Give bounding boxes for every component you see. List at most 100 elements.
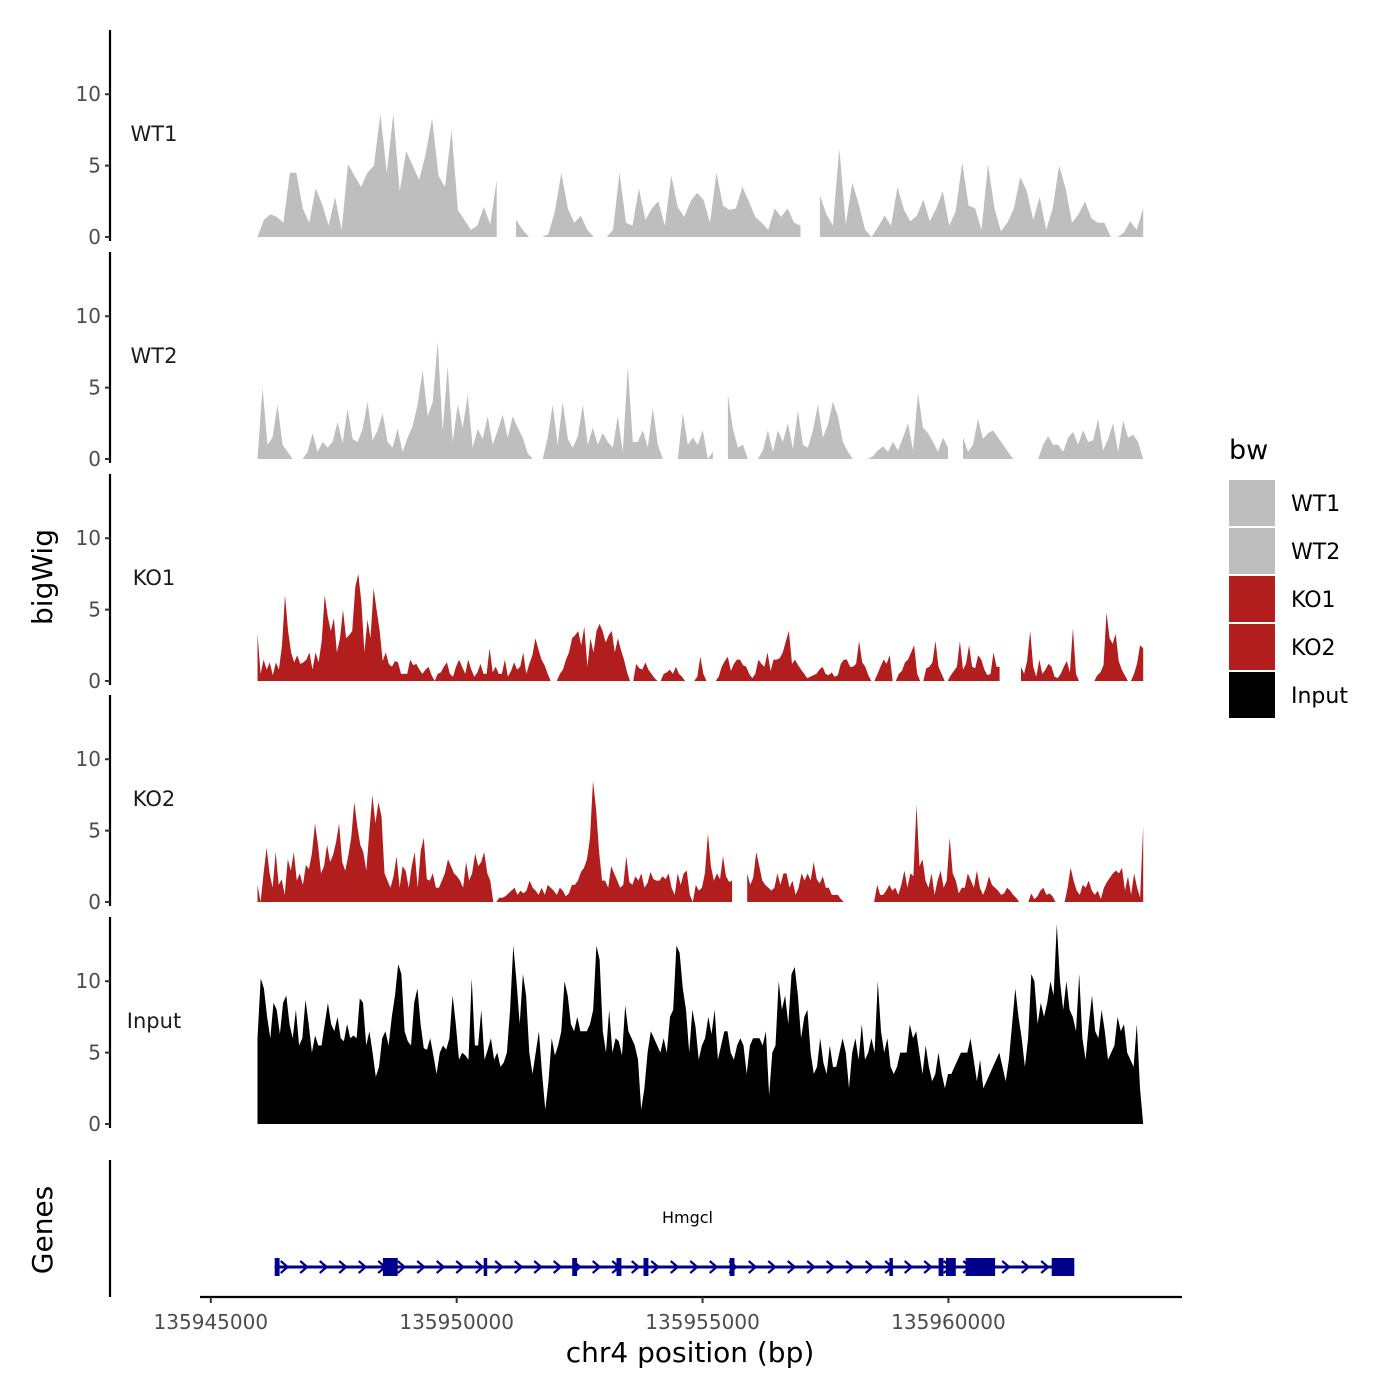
strand-arrow xyxy=(318,1260,329,1274)
legend-label-input: Input xyxy=(1291,684,1348,709)
track-ko2: 0 5 10 KO2 xyxy=(76,695,1144,914)
exon-block xyxy=(1051,1258,1075,1276)
y-tick-label: 0 xyxy=(88,669,101,693)
y-tick-label: 5 xyxy=(88,819,101,843)
strand-arrow xyxy=(747,1260,758,1274)
strand-arrow xyxy=(1040,1260,1050,1274)
strand-arrow xyxy=(786,1260,797,1274)
legend-swatch-wt1 xyxy=(1229,480,1275,526)
strand-arrow xyxy=(435,1260,446,1274)
track-ko1: 0 5 10 KO1 xyxy=(76,474,1144,693)
strand-arrow xyxy=(923,1260,933,1274)
legend-swatch-ko1 xyxy=(1229,576,1275,622)
strand-arrow xyxy=(864,1260,875,1274)
strand-arrow xyxy=(552,1260,563,1274)
y-tick-label: 0 xyxy=(88,890,101,914)
x-axis: 135945000 135950000 135955000 135960000 xyxy=(154,1295,1182,1334)
legend: bw WT1 WT2 KO1 KO2 Input xyxy=(1229,435,1348,718)
coverage-area-input xyxy=(257,924,1144,1124)
legend-title: bw xyxy=(1229,435,1268,466)
strand-arrow xyxy=(630,1260,641,1274)
y-tick-label: 10 xyxy=(76,304,101,328)
coverage-area-ko1 xyxy=(257,573,1000,681)
exon-block xyxy=(572,1258,578,1276)
strand-arrow xyxy=(767,1260,777,1274)
coverage-area-ko1 xyxy=(1021,612,1144,681)
strand-arrow xyxy=(474,1260,485,1274)
y-tick-label: 5 xyxy=(88,598,101,622)
strand-arrow xyxy=(650,1260,660,1274)
x-tick-label: 135950000 xyxy=(399,1310,514,1334)
y-axis-title: bigWig xyxy=(26,529,59,625)
strand-arrow xyxy=(708,1260,719,1274)
legend-label-wt1: WT1 xyxy=(1291,492,1340,517)
x-tick-label: 135955000 xyxy=(645,1310,760,1334)
track-label-wt1: WT1 xyxy=(131,122,178,146)
strand-arrow xyxy=(513,1260,524,1274)
strand-arrow xyxy=(494,1260,504,1274)
genes-panel: Hmgcl xyxy=(108,1160,1075,1297)
y-tick-label: 10 xyxy=(76,526,101,550)
y-tick-label: 0 xyxy=(88,447,101,471)
track-input: 0 5 10 Input xyxy=(76,917,1144,1136)
strand-arrow xyxy=(455,1260,465,1274)
strand-arrow xyxy=(416,1260,426,1274)
track-panels: 0 5 10 WT1 0 5 10 WT2 0 5 10 KO1 0 5 10 KO2 0 5 10 Input xyxy=(76,30,1144,1136)
y-tick-label: 5 xyxy=(88,1041,101,1065)
legend-label-ko2: KO2 xyxy=(1291,636,1336,661)
y-tick-label: 10 xyxy=(76,969,101,993)
track-label-wt2: WT2 xyxy=(131,344,178,368)
exon-block xyxy=(483,1258,488,1276)
strand-arrow xyxy=(825,1260,836,1274)
strand-arrow xyxy=(845,1260,855,1274)
gene-name-label: Hmgcl xyxy=(662,1208,713,1227)
genes-axis-title: Genes xyxy=(26,1186,59,1274)
x-axis-title: chr4 position (bp) xyxy=(566,1336,815,1369)
coverage-area-wt2 xyxy=(257,341,713,459)
strand-arrow xyxy=(806,1260,816,1274)
strand-arrow xyxy=(338,1260,348,1274)
strand-arrow xyxy=(669,1260,680,1274)
strand-arrow xyxy=(903,1260,914,1274)
coverage-area-wt1 xyxy=(819,148,1144,237)
exon-block xyxy=(729,1258,735,1276)
strand-arrow xyxy=(591,1260,602,1274)
legend-swatch-wt2 xyxy=(1229,528,1275,574)
strand-arrow xyxy=(279,1260,290,1274)
legend-swatch-ko2 xyxy=(1229,624,1275,670)
y-tick-label: 0 xyxy=(88,225,101,249)
track-label-ko2: KO2 xyxy=(133,787,176,811)
legend-swatch-input xyxy=(1229,672,1275,718)
exon-block xyxy=(938,1258,944,1276)
coverage-area-wt1 xyxy=(257,114,497,237)
coverage-area-wt2 xyxy=(727,393,948,459)
coverage-area-wt2 xyxy=(963,419,1144,459)
exon-block xyxy=(643,1258,649,1276)
strand-arrow xyxy=(689,1260,699,1274)
track-wt1: 0 5 10 WT1 xyxy=(76,30,1144,249)
coverage-area-ko2 xyxy=(257,780,733,902)
y-tick-label: 10 xyxy=(76,82,101,106)
exon-block xyxy=(616,1258,622,1276)
exon-block xyxy=(274,1258,280,1276)
y-tick-label: 5 xyxy=(88,376,101,400)
legend-label-ko1: KO1 xyxy=(1291,588,1336,613)
coverage-area-wt1 xyxy=(516,172,801,237)
y-tick-label: 10 xyxy=(76,747,101,771)
coverage-area-ko2 xyxy=(747,804,1144,902)
strand-arrow xyxy=(1001,1260,1011,1274)
y-tick-label: 5 xyxy=(88,154,101,178)
exon-block xyxy=(965,1258,996,1276)
strand-arrow xyxy=(533,1260,543,1274)
x-tick-label: 135945000 xyxy=(154,1310,269,1334)
track-label-input: Input xyxy=(127,1009,181,1033)
exon-block xyxy=(889,1258,893,1276)
strand-arrow xyxy=(299,1260,309,1274)
track-label-ko1: KO1 xyxy=(133,566,176,590)
strand-arrow xyxy=(1020,1260,1031,1274)
strand-arrow xyxy=(396,1260,407,1274)
track-wt2: 0 5 10 WT2 xyxy=(76,252,1144,471)
exon-block xyxy=(382,1258,398,1276)
exon-block xyxy=(946,1258,956,1276)
